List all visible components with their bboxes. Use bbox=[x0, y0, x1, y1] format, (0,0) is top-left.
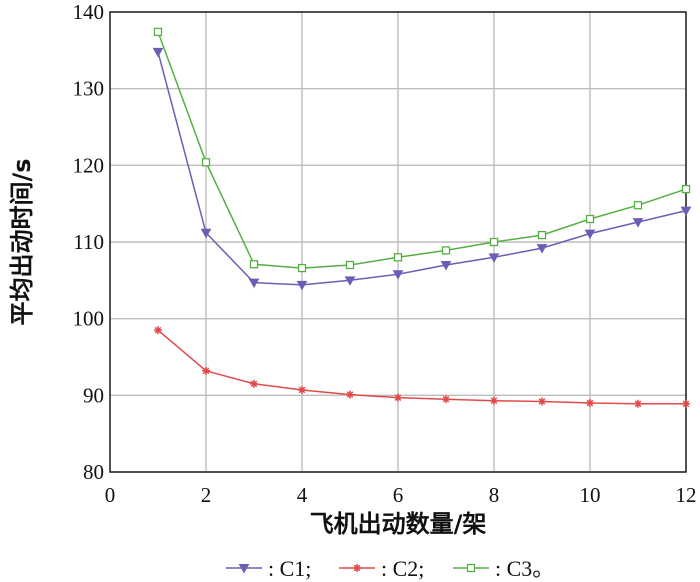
legend-label: : C3。 bbox=[495, 556, 554, 581]
y-axis-title: 平均出动时间/s bbox=[8, 158, 36, 325]
y-tick-label: 120 bbox=[73, 153, 105, 177]
series-c2 bbox=[154, 326, 690, 408]
data-point-c1 bbox=[536, 244, 548, 254]
data-point-c2 bbox=[250, 379, 258, 388]
y-tick-label: 90 bbox=[83, 383, 104, 407]
legend-item-c3: : C3。 bbox=[453, 556, 554, 581]
x-tick-label: 4 bbox=[297, 483, 308, 507]
series-line-c3 bbox=[157, 31, 687, 269]
data-point-c2 bbox=[154, 326, 162, 335]
legend-marker-c1 bbox=[238, 564, 250, 574]
data-point-c3 bbox=[345, 260, 355, 270]
x-axis-title: 飞机出动数量/架 bbox=[310, 510, 487, 538]
data-point-c3 bbox=[537, 230, 547, 240]
legend-marker-c3 bbox=[466, 563, 476, 573]
data-point-c2 bbox=[298, 385, 306, 394]
data-point-c3 bbox=[633, 201, 643, 210]
data-point-c3 bbox=[201, 158, 211, 167]
plot-frame bbox=[109, 11, 687, 473]
data-point-c3 bbox=[489, 237, 499, 247]
data-point-c3 bbox=[249, 260, 259, 269]
data-point-c2 bbox=[586, 399, 594, 407]
data-point-c2 bbox=[202, 366, 210, 375]
data-point-c2 bbox=[442, 395, 450, 404]
data-point-c2 bbox=[538, 397, 546, 406]
data-point-c2 bbox=[394, 393, 402, 402]
data-point-c3 bbox=[585, 214, 595, 224]
x-tick-label: 2 bbox=[201, 483, 212, 507]
series-layer bbox=[152, 27, 692, 408]
y-tick-label: 100 bbox=[73, 307, 105, 331]
data-point-c2 bbox=[634, 399, 642, 408]
x-tick-label: 6 bbox=[393, 483, 404, 507]
data-point-c2 bbox=[346, 390, 354, 399]
data-point-c3 bbox=[153, 27, 163, 37]
legend: : C1; : C2; : C3。 bbox=[226, 556, 554, 581]
data-point-c1 bbox=[392, 270, 404, 280]
series-line-c1 bbox=[157, 51, 687, 286]
data-point-c1 bbox=[344, 276, 356, 286]
x-tick-label: 0 bbox=[105, 483, 116, 507]
data-point-c1 bbox=[200, 228, 212, 239]
data-point-c3 bbox=[441, 246, 451, 255]
tick-labels: 0 2 4 6 8 10 12 80 90 100 110 120 130 140 bbox=[73, 0, 697, 507]
legend-item-c2: : C2; bbox=[339, 556, 424, 581]
legend-marker-c2 bbox=[353, 564, 361, 572]
data-point-c3 bbox=[393, 253, 403, 262]
x-tick-label: 12 bbox=[676, 483, 697, 507]
x-tick-label: 10 bbox=[580, 483, 601, 507]
series-c3 bbox=[153, 27, 691, 273]
data-point-c1 bbox=[152, 47, 164, 58]
data-point-c1 bbox=[296, 280, 308, 291]
data-point-c1 bbox=[584, 229, 596, 240]
data-point-c3 bbox=[681, 184, 691, 194]
y-tick-label: 110 bbox=[73, 230, 104, 254]
data-point-c2 bbox=[682, 399, 690, 408]
x-tick-label: 8 bbox=[489, 483, 500, 507]
series-c1 bbox=[152, 47, 692, 291]
y-tick-label: 130 bbox=[73, 77, 105, 101]
y-tick-label: 80 bbox=[83, 460, 104, 484]
legend-label: : C1; bbox=[268, 556, 311, 581]
data-point-c1 bbox=[248, 278, 260, 289]
data-point-c1 bbox=[680, 206, 692, 217]
data-point-c3 bbox=[297, 263, 307, 273]
data-point-c1 bbox=[488, 253, 500, 263]
y-tick-label: 140 bbox=[73, 0, 105, 24]
series-line-c2 bbox=[157, 329, 686, 405]
data-point-c1 bbox=[632, 218, 644, 228]
data-point-c2 bbox=[490, 396, 498, 405]
legend-item-c1: : C1; bbox=[226, 556, 311, 581]
data-point-c1 bbox=[440, 261, 452, 271]
legend-label: : C2; bbox=[381, 556, 424, 581]
